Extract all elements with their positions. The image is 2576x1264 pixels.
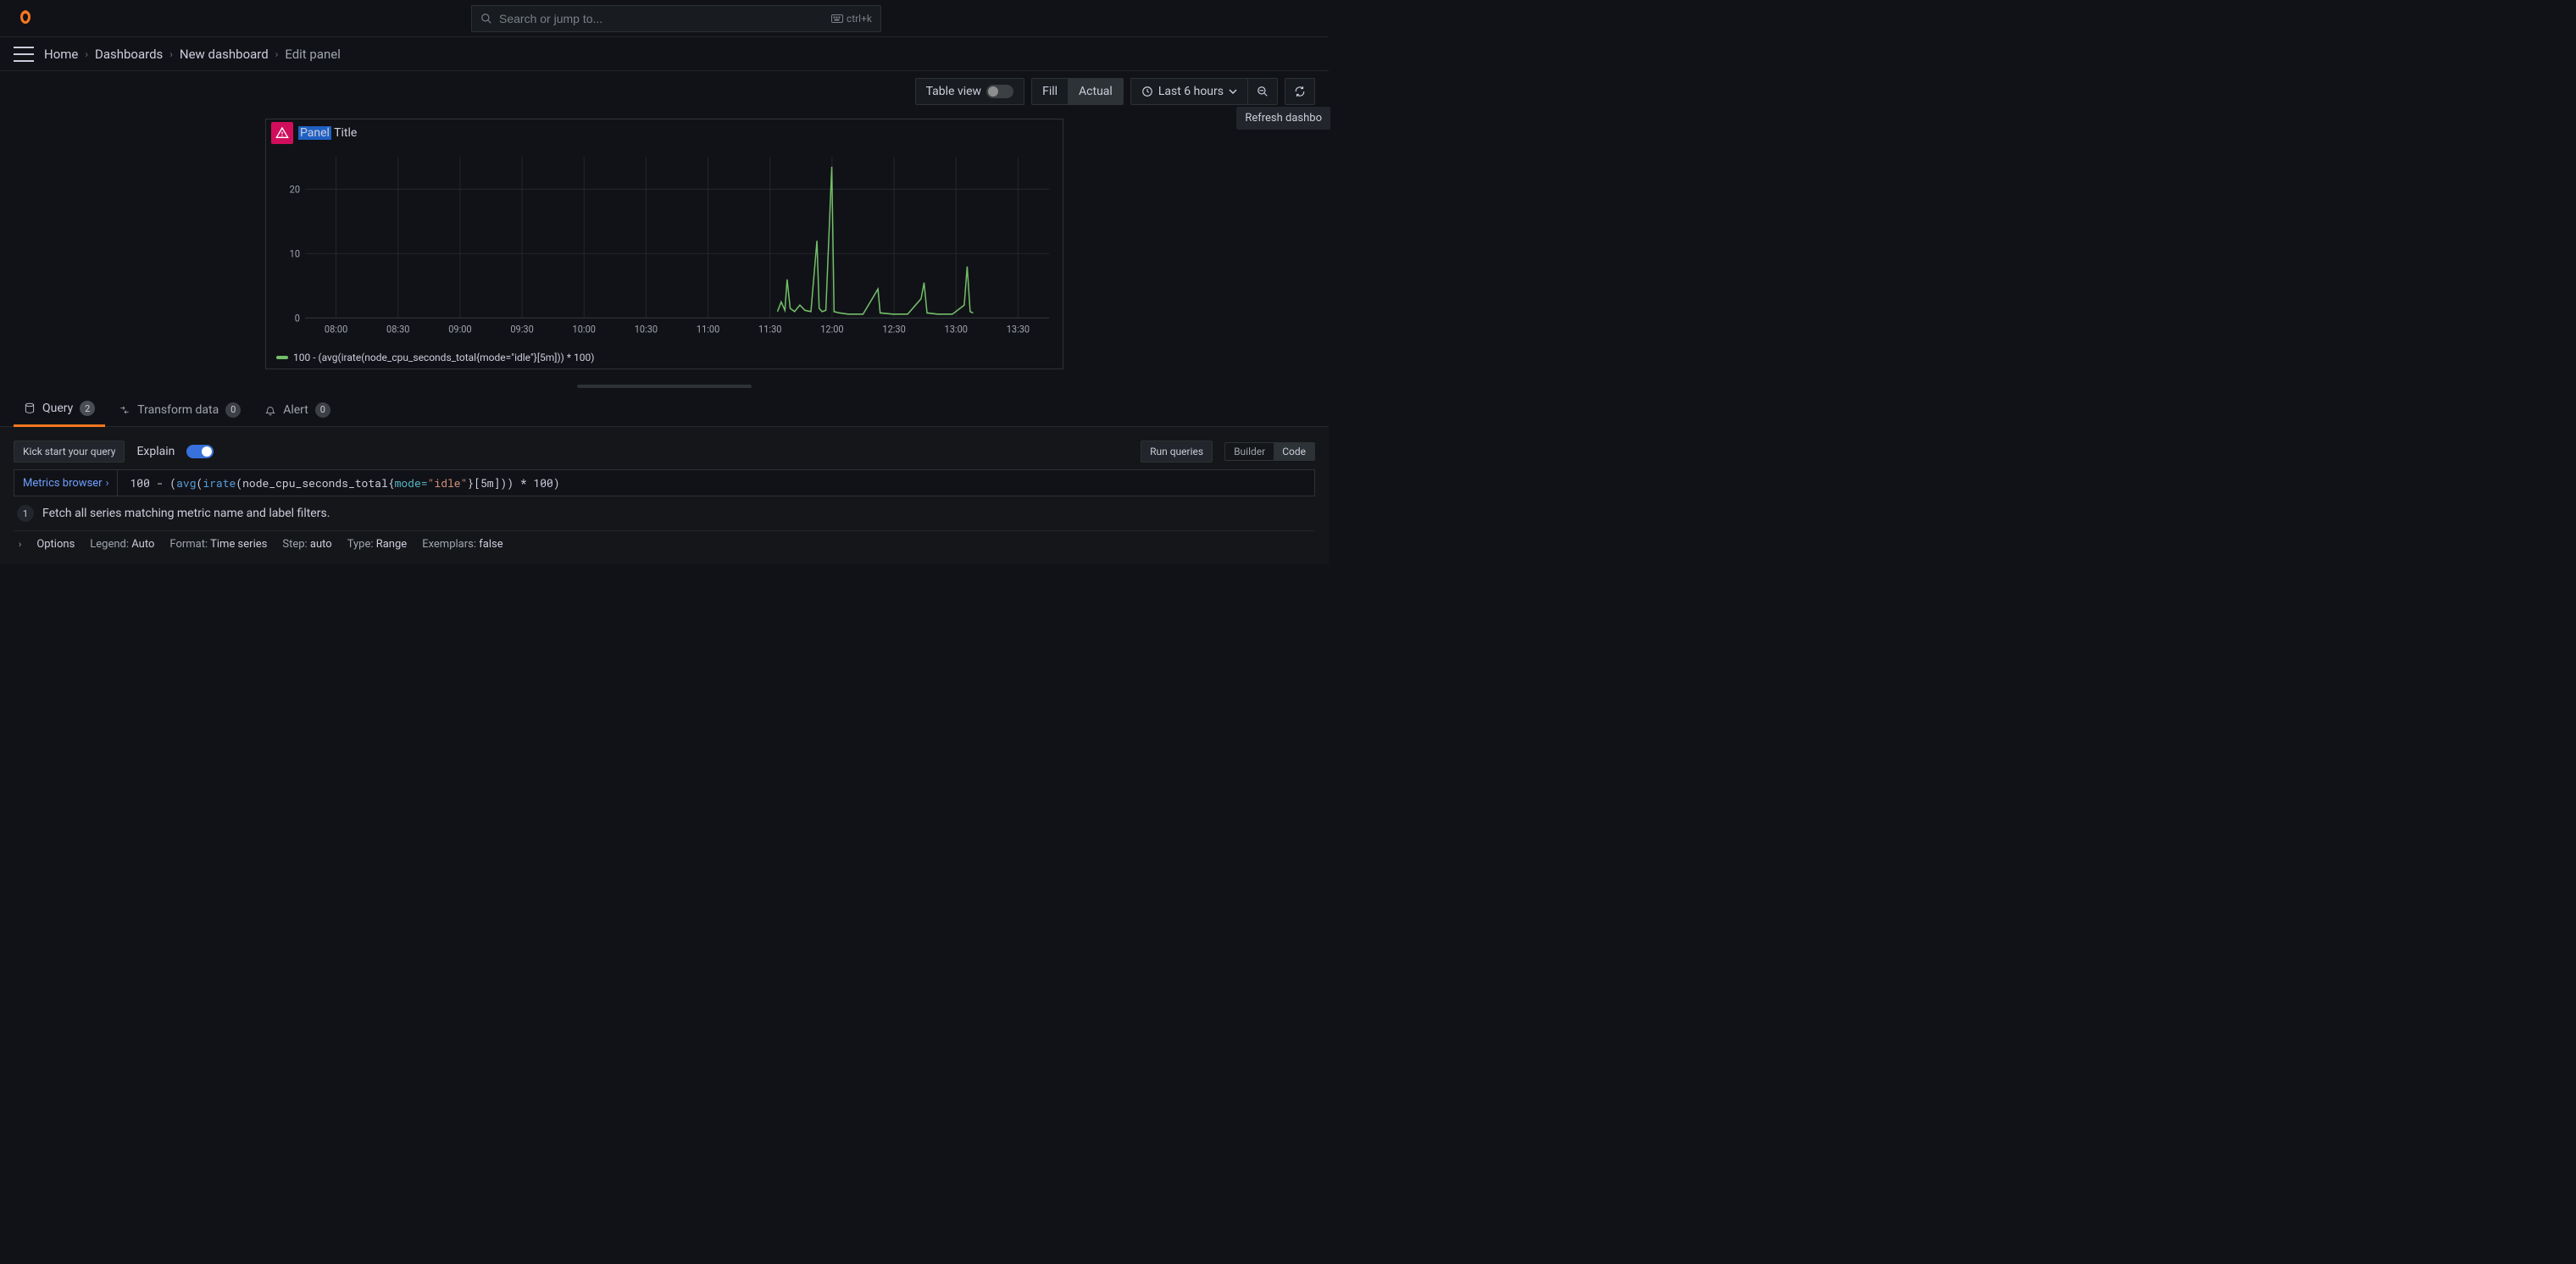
kick-start-button[interactable]: Kick start your query — [14, 441, 125, 463]
actual-button[interactable]: Actual — [1068, 78, 1124, 105]
transform-icon — [119, 404, 130, 416]
search-shortcut-hint: ctrl+k — [831, 13, 872, 25]
svg-text:12:30: 12:30 — [882, 323, 905, 335]
zoom-out-button[interactable] — [1247, 78, 1278, 105]
fill-button[interactable]: Fill — [1031, 78, 1068, 105]
options-label[interactable]: Options — [36, 538, 75, 551]
svg-text:08:30: 08:30 — [386, 323, 409, 335]
refresh-tooltip: Refresh dashbo — [1236, 107, 1330, 130]
svg-text:13:30: 13:30 — [1007, 323, 1030, 335]
explain-toggle[interactable] — [186, 445, 214, 458]
panel-legend[interactable]: 100 - (avg(irate(node_cpu_seconds_total{… — [276, 352, 594, 363]
warning-icon — [275, 126, 289, 140]
time-range-picker[interactable]: Last 6 hours — [1130, 78, 1247, 105]
svg-text:13:00: 13:00 — [945, 323, 968, 335]
svg-text:09:30: 09:30 — [510, 323, 533, 335]
global-search[interactable]: ctrl+k — [471, 5, 881, 32]
grafana-logo[interactable] — [14, 7, 37, 30]
panel-warning-badge[interactable] — [271, 122, 293, 144]
option-step: Step: auto — [282, 538, 331, 551]
svg-text:0: 0 — [295, 312, 300, 324]
menu-toggle[interactable] — [14, 47, 34, 62]
table-view-toggle[interactable]: Table view — [915, 78, 1025, 105]
query-count-badge: 2 — [80, 401, 95, 416]
clock-icon — [1141, 86, 1153, 97]
tab-transform[interactable]: Transform data 0 — [108, 393, 251, 427]
zoom-out-icon — [1257, 86, 1269, 97]
breadcrumb-new-dashboard[interactable]: New dashboard — [180, 47, 269, 62]
svg-text:11:00: 11:00 — [697, 323, 719, 335]
breadcrumb: Home › Dashboards › New dashboard › Edit… — [44, 47, 341, 62]
resize-handle[interactable] — [577, 385, 752, 388]
svg-text:11:30: 11:30 — [758, 323, 781, 335]
svg-text:10: 10 — [290, 247, 300, 260]
search-input[interactable] — [499, 12, 824, 25]
database-icon — [24, 402, 36, 414]
option-exemplars: Exemplars: false — [422, 538, 502, 551]
explain-step-text: Fetch all series matching metric name an… — [42, 507, 330, 520]
option-legend: Legend: Auto — [90, 538, 154, 551]
options-expand-icon[interactable]: › — [19, 539, 21, 550]
option-type: Type: Range — [347, 538, 408, 551]
run-queries-button[interactable]: Run queries — [1141, 441, 1213, 463]
breadcrumb-home[interactable]: Home — [44, 47, 78, 62]
tab-alert[interactable]: Alert 0 — [254, 393, 341, 427]
option-format: Format: Time series — [169, 538, 267, 551]
refresh-icon — [1294, 86, 1306, 97]
explain-label: Explain — [136, 445, 175, 458]
svg-text:20: 20 — [290, 183, 300, 196]
tab-query[interactable]: Query 2 — [14, 393, 105, 427]
chevron-down-icon — [1229, 87, 1237, 96]
svg-text:09:00: 09:00 — [448, 323, 471, 335]
table-view-switch[interactable] — [986, 85, 1013, 98]
legend-label: 100 - (avg(irate(node_cpu_seconds_total{… — [293, 352, 594, 363]
svg-text:12:00: 12:00 — [820, 323, 843, 335]
svg-text:10:00: 10:00 — [573, 323, 596, 335]
search-icon — [480, 13, 492, 25]
breadcrumb-current: Edit panel — [285, 47, 341, 62]
legend-swatch — [276, 356, 288, 359]
promql-editor[interactable]: 100 - (avg(irate(node_cpu_seconds_total{… — [123, 470, 1314, 496]
panel-title[interactable]: Panel Title — [298, 126, 357, 140]
panel: Panel Title 0 10 20 08:00 08:30 09:00 09:30 10:… — [265, 119, 1063, 369]
breadcrumb-dashboards[interactable]: Dashboards — [95, 47, 163, 62]
transform-count-badge: 0 — [225, 402, 241, 418]
metrics-browser-button[interactable]: Metrics browser › — [14, 470, 118, 496]
code-mode-button[interactable]: Code — [1274, 443, 1314, 460]
svg-text:10:30: 10:30 — [635, 323, 658, 335]
svg-text:08:00: 08:00 — [325, 323, 347, 335]
explain-step-number: 1 — [17, 505, 34, 522]
chevron-right-icon: › — [106, 477, 109, 490]
bell-icon — [264, 404, 276, 416]
builder-mode-button[interactable]: Builder — [1225, 443, 1274, 460]
time-series-chart[interactable]: 0 10 20 08:00 08:30 09:00 09:30 10:00 10:30 11:00… — [275, 153, 1054, 336]
alert-count-badge: 0 — [315, 402, 330, 418]
refresh-button[interactable] — [1285, 78, 1315, 105]
